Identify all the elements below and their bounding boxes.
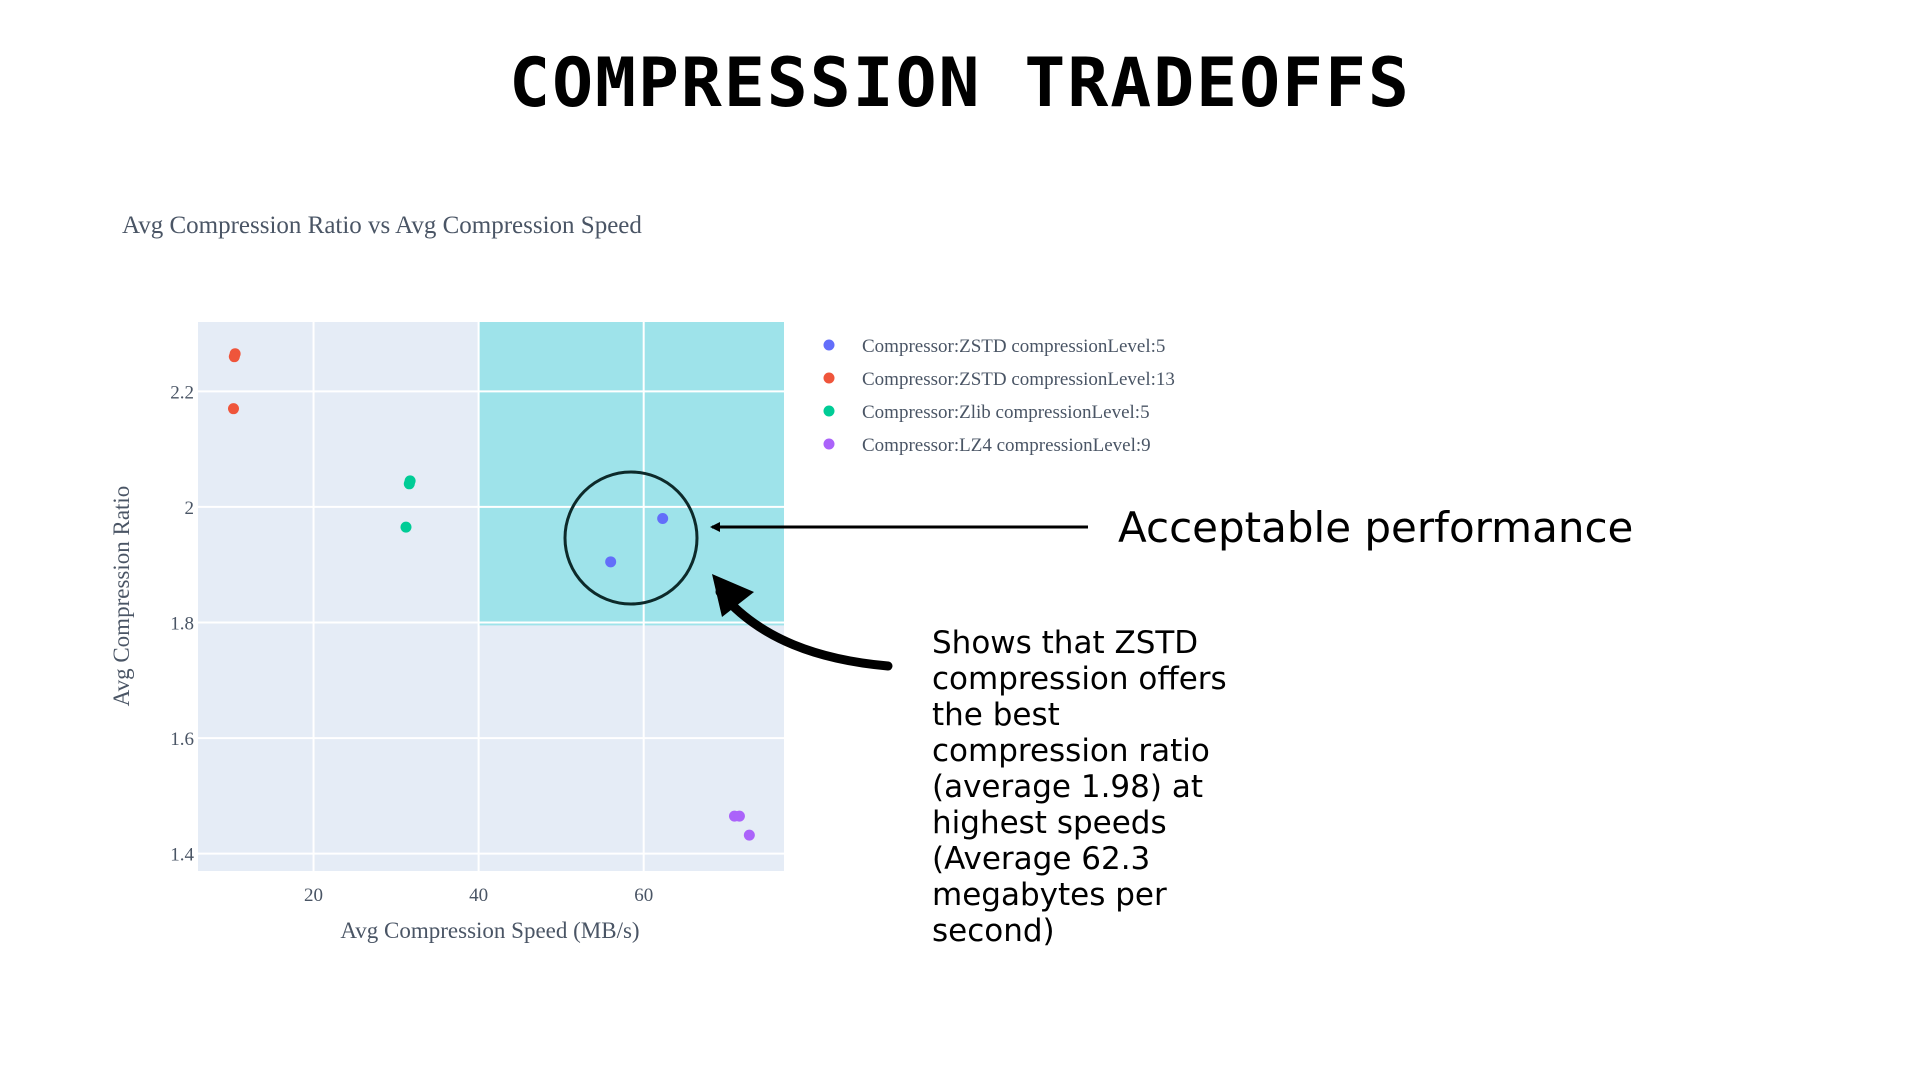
data-point [403,478,415,490]
tick-labels: 20 40 60 1.4 1.6 1.8 2 2.2 [170,382,653,906]
data-point [228,351,240,363]
acceptable-region [478,322,784,626]
data-point [227,403,239,415]
y-tick-label: 2.2 [170,382,194,403]
y-axis-title: Avg Compression Ratio [109,486,134,707]
chart-title: Avg Compression Ratio vs Avg Compression… [122,212,642,239]
note-arrow [715,587,893,671]
legend-entry: Compressor:ZSTD compressionLevel:5 [862,336,1165,357]
data-point [400,521,412,533]
y-tick-label: 2 [185,498,195,519]
x-axis-title: Avg Compression Speed (MB/s) [340,918,639,943]
y-tick-label: 1.8 [170,614,194,635]
acceptable-performance-label: Acceptable performance [1118,503,1634,552]
legend: Compressor:ZSTD compressionLevel:5 Compre… [823,336,1175,456]
x-tick-label: 60 [634,885,653,906]
legend-entry: Compressor:LZ4 compressionLevel:9 [862,435,1151,456]
highlight-circle [563,470,699,606]
y-tick-label: 1.4 [170,845,194,866]
note-arrowhead [712,574,754,617]
data-point [743,829,755,841]
slide-title: COMPRESSION TRADEOFFS [509,44,1411,123]
data-point [657,512,669,524]
y-tick-label: 1.6 [170,729,194,750]
data-point [733,810,745,822]
legend-marker [823,372,835,384]
data-points [227,348,755,841]
legend-marker [823,438,835,450]
x-tick-label: 20 [304,885,323,906]
legend-entry: Compressor:Zlib compressionLevel:5 [862,402,1150,423]
x-tick-label: 40 [469,885,488,906]
legend-marker [823,339,835,351]
summary-note: Shows that ZSTD compression offers the b… [932,625,1227,949]
data-point [605,556,617,568]
legend-marker [823,405,835,417]
gridlines [198,322,784,871]
legend-entry: Compressor:ZSTD compressionLevel:13 [862,369,1175,390]
